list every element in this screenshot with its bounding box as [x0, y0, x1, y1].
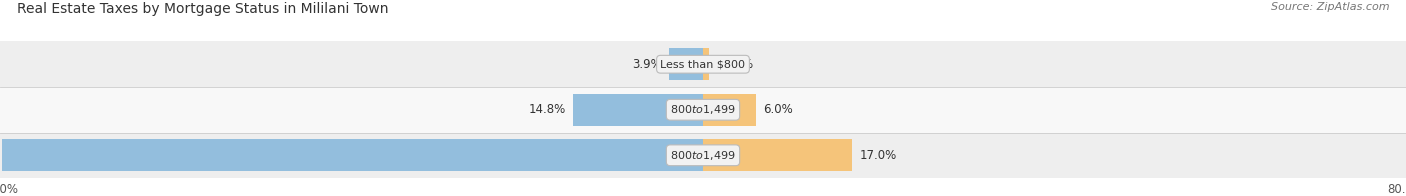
- Text: $800 to $1,499: $800 to $1,499: [671, 103, 735, 116]
- Bar: [574, 94, 703, 126]
- Bar: [1, 139, 703, 171]
- Text: 6.0%: 6.0%: [762, 103, 793, 116]
- Bar: [703, 48, 709, 80]
- Text: Source: ZipAtlas.com: Source: ZipAtlas.com: [1271, 2, 1389, 12]
- Text: 17.0%: 17.0%: [859, 149, 897, 162]
- Bar: [0, 87, 1406, 132]
- Bar: [669, 48, 703, 80]
- Text: $800 to $1,499: $800 to $1,499: [671, 149, 735, 162]
- Text: Less than $800: Less than $800: [661, 59, 745, 69]
- Bar: [703, 94, 756, 126]
- Text: 0.68%: 0.68%: [716, 58, 754, 71]
- Bar: [0, 42, 1406, 87]
- Bar: [703, 139, 852, 171]
- Text: 3.9%: 3.9%: [631, 58, 662, 71]
- Text: Real Estate Taxes by Mortgage Status in Mililani Town: Real Estate Taxes by Mortgage Status in …: [17, 2, 388, 16]
- Bar: [0, 132, 1406, 178]
- Text: 14.8%: 14.8%: [529, 103, 565, 116]
